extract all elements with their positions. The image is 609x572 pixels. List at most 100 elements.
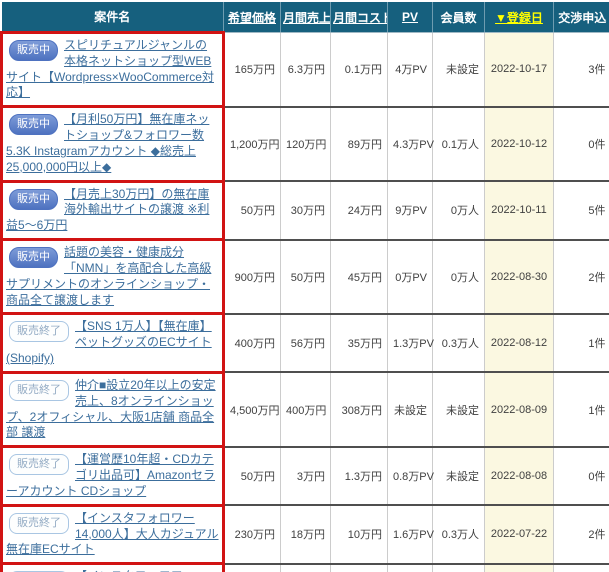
listing-title-link[interactable]: 【月売上30万円】の無在庫海外輸出サイトの譲渡 ※利益5〜6万円 xyxy=(6,186,210,233)
listing-name-cell: 販売終了 【運営歴10年超・CDカテゴリ出品可】Amazonセラーアカウント CD… xyxy=(0,445,225,507)
column-header-pv[interactable]: PV xyxy=(387,2,433,33)
monthly-cost-cell: 10万円 xyxy=(330,563,388,572)
applications-cell: 1件 xyxy=(553,313,609,374)
monthly-cost-cell: 89万円 xyxy=(330,106,388,183)
column-header-price[interactable]: 希望価格 xyxy=(223,2,281,33)
price-cell: 400万円 xyxy=(223,313,281,374)
pv-cell: 未設定 xyxy=(387,372,433,448)
applications-cell: 2件 xyxy=(553,563,609,572)
table-header: 案件名 希望価格 月間売上 月間コスト PV 会員数 ▼登録日 交渉申込 xyxy=(1,2,609,33)
applications-cell: 2件 xyxy=(553,505,609,565)
status-badge: 販売終了 xyxy=(9,379,69,401)
column-header-registered-date[interactable]: ▼登録日 xyxy=(484,2,554,33)
applications-cell: 0件 xyxy=(553,106,609,183)
monthly-sales-cell: 6.3万円 xyxy=(280,32,331,108)
monthly-sales-cell: 18万円 xyxy=(280,505,331,565)
listing-title-link[interactable]: スピリチュアルジャンルの本格ネットショップ型WEBサイト【Wordpress×W… xyxy=(6,38,214,100)
monthly-cost-cell: 10万円 xyxy=(330,505,388,565)
price-cell: 250万円 xyxy=(223,563,281,572)
registered-date-cell: 2022-07-22 xyxy=(484,505,554,565)
column-header-label[interactable]: PV xyxy=(401,10,418,24)
listing-name-cell: 販売終了 【SNS 1万人】【無在庫】ペットグッズのECサイト (Shopify) xyxy=(0,312,225,374)
listing-name-cell: 販売中 話題の美容・健康成分「NMN」を高配合した高級サプリメントのオンラインショ… xyxy=(0,238,225,316)
table-row: 販売中 【月売上30万円】の無在庫海外輸出サイトの譲渡 ※利益5〜6万円 50万円… xyxy=(0,179,609,242)
column-header-label: 案件名 xyxy=(94,10,131,24)
listing-name-cell: 販売中 スピリチュアルジャンルの本格ネットショップ型WEBサイト【Wordpres… xyxy=(0,30,225,109)
listing-title-link[interactable]: 【SNS 1万人】【無在庫】ペットグッズのECサイト (Shopify) xyxy=(6,319,212,366)
registered-date-cell: 2022-10-12 xyxy=(484,106,554,183)
listing-title-link[interactable]: 仲介■設立20年以上の安定売上、8オンラインショップ、2オフィシャル、大阪1店舗… xyxy=(6,377,216,440)
listing-name-cell: 販売中 【月利50万円】無在庫ネットショップ&フォロワー数5.3K Instagr… xyxy=(0,105,225,183)
registered-date-cell: 2022-08-30 xyxy=(484,239,554,315)
status-badge: 販売終了 xyxy=(9,454,69,476)
price-cell: 900万円 xyxy=(223,239,281,315)
pv-cell: 1.6万PV xyxy=(387,563,433,572)
pv-cell: 0万PV xyxy=(387,239,433,315)
status-badge: 販売終了 xyxy=(9,321,69,343)
table-row: 販売中 【月利50万円】無在庫ネットショップ&フォロワー数5.3K Instagr… xyxy=(0,105,609,183)
price-cell: 165万円 xyxy=(223,32,281,108)
members-cell: 未設定 xyxy=(432,446,485,507)
members-cell: 0万人 xyxy=(432,239,485,315)
column-header-label: 会員数 xyxy=(440,10,477,25)
table-row: 販売終了 【運営歴10年超・CDカテゴリ出品可】Amazonセラーアカウント CD… xyxy=(0,445,609,507)
price-cell: 50万円 xyxy=(223,181,281,241)
column-header-label[interactable]: 希望価格 xyxy=(227,10,276,25)
monthly-sales-cell: 50万円 xyxy=(280,239,331,315)
members-cell: 未設定 xyxy=(432,32,485,108)
applications-cell: 3件 xyxy=(553,32,609,108)
listing-title-link[interactable]: 【インスタフォロワー14,000人】大人カジュアル無在庫ECサイト xyxy=(6,569,219,572)
column-header-label[interactable]: 月間売上 xyxy=(283,10,331,25)
registered-date-cell: 2022-05-23 xyxy=(484,563,554,572)
column-header-label: 交渉申込 xyxy=(558,10,607,25)
table-row: 販売終了 仲介■設立20年以上の安定売上、8オンラインショップ、2オフィシャル、大… xyxy=(0,370,609,449)
members-cell: 0.3万人 xyxy=(432,313,485,374)
listing-title-link[interactable]: 【月利50万円】無在庫ネットショップ&フォロワー数5.3K Instagramア… xyxy=(6,112,210,174)
registered-date-cell: 2022-08-09 xyxy=(484,372,554,448)
column-header-monthly-sales[interactable]: 月間売上 xyxy=(280,2,331,33)
listing-title-link[interactable]: 【インスタフォロワー14,000人】大人カジュアル無在庫ECサイト xyxy=(6,510,219,557)
monthly-cost-cell: 0.1万円 xyxy=(330,32,388,108)
monthly-sales-cell: 3万円 xyxy=(280,446,331,507)
monthly-sales-cell: 400万円 xyxy=(280,372,331,448)
monthly-sales-cell: 30万円 xyxy=(280,181,331,241)
members-cell: 0万人 xyxy=(432,181,485,241)
status-badge: 販売中 xyxy=(9,247,58,269)
monthly-cost-cell: 308万円 xyxy=(330,372,388,448)
table-row: 販売終了【インスタフォロワー14,000人】大人カジュアル無在庫ECサイト 25… xyxy=(0,562,609,572)
column-header-applications: 交渉申込 xyxy=(553,2,609,33)
price-cell: 1,200万円 xyxy=(223,106,281,183)
monthly-cost-cell: 1.3万円 xyxy=(330,446,388,507)
registered-date-cell: 2022-08-08 xyxy=(484,446,554,507)
applications-cell: 0件 xyxy=(553,446,609,507)
pv-cell: 0.8万PV xyxy=(387,446,434,507)
listing-title-link[interactable]: 【運営歴10年超・CDカテゴリ出品可】Amazonセラーアカウント CDショップ xyxy=(6,452,216,498)
applications-cell: 1件 xyxy=(553,372,609,448)
status-badge: 販売中 xyxy=(9,188,58,210)
members-cell: 未設定 xyxy=(432,372,485,448)
members-cell: 0.1万人 xyxy=(432,106,485,183)
members-cell: 0.3万人 xyxy=(432,505,485,565)
column-header-name: 案件名 xyxy=(1,2,224,33)
listing-name-cell: 販売終了 仲介■設立20年以上の安定売上、8オンラインショップ、2オフィシャル、大… xyxy=(0,370,225,449)
pv-cell: 1.3万PV xyxy=(387,313,434,374)
column-header-monthly-cost[interactable]: 月間コスト xyxy=(330,2,388,33)
registered-date-cell: 2022-10-11 xyxy=(484,181,554,241)
table-row: 販売終了 【SNS 1万人】【無在庫】ペットグッズのECサイト (Shopify)… xyxy=(0,312,609,374)
registered-date-cell: 2022-08-12 xyxy=(484,313,554,374)
table-row: 販売中 話題の美容・健康成分「NMN」を高配合した高級サプリメントのオンラインショ… xyxy=(0,238,609,316)
monthly-cost-cell: 24万円 xyxy=(330,181,388,241)
price-cell: 4,500万円 xyxy=(223,372,281,448)
listings-body: 販売中 スピリチュアルジャンルの本格ネットショップ型WEBサイト【Wordpres… xyxy=(0,30,609,572)
sort-indicator-and-label[interactable]: ▼登録日 xyxy=(495,10,543,25)
monthly-sales-cell: 120万円 xyxy=(280,106,331,183)
column-header-label[interactable]: 月間コスト xyxy=(333,10,388,25)
pv-cell: 9万PV xyxy=(387,181,433,241)
monthly-cost-cell: 35万円 xyxy=(330,313,388,374)
monthly-cost-cell: 45万円 xyxy=(330,239,388,315)
pv-cell: 4万PV xyxy=(387,32,433,108)
applications-cell: 2件 xyxy=(553,239,609,315)
listing-title-link[interactable]: 話題の美容・健康成分「NMN」を高配合した高級サプリメントのオンラインショップ・… xyxy=(6,245,212,307)
